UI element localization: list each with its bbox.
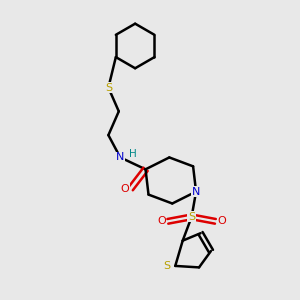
Text: O: O xyxy=(218,216,226,226)
Text: S: S xyxy=(105,82,112,93)
Text: H: H xyxy=(129,149,136,160)
Text: S: S xyxy=(164,261,170,271)
Text: N: N xyxy=(116,152,124,162)
Text: O: O xyxy=(157,216,166,226)
Text: S: S xyxy=(188,212,195,222)
Text: O: O xyxy=(120,184,129,194)
Text: N: N xyxy=(192,187,200,196)
